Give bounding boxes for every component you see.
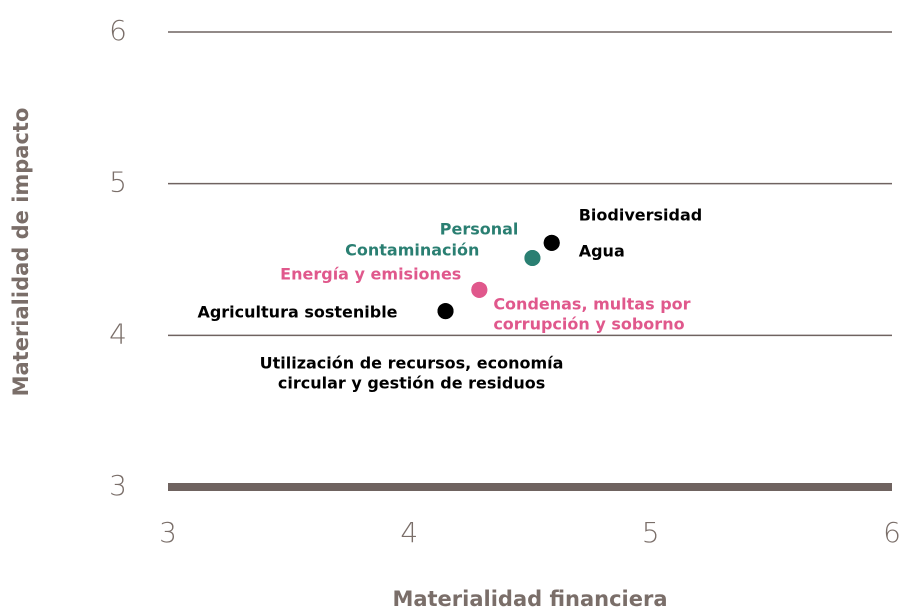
y-tick-label: 3 — [109, 469, 127, 502]
y-tick-label: 6 — [109, 14, 127, 47]
y-tick-label: 4 — [109, 317, 127, 350]
point-label: Agricultura sostenible — [197, 303, 397, 322]
x-tick-label: 3 — [159, 516, 177, 549]
point — [471, 281, 488, 298]
point-label: Utilización de recursos, economía — [260, 354, 564, 373]
point-label: Personal — [440, 219, 519, 238]
point — [543, 234, 560, 251]
point-label: circular y gestión de residuos — [278, 374, 545, 393]
point-label: Condenas, multas por — [493, 294, 690, 313]
x-tick-label: 4 — [400, 516, 418, 549]
point-label: Energía y emisiones — [280, 264, 461, 283]
point-label: Agua — [579, 241, 625, 260]
point-label: corrupción y soborno — [493, 314, 684, 333]
point — [437, 303, 454, 320]
y-axis-label: Materialidad de impacto — [9, 108, 33, 397]
x-tick-label: 6 — [883, 516, 901, 549]
point — [524, 249, 541, 266]
x-axis-label: Materialidad financiera — [392, 587, 667, 611]
point-label: Contaminación — [345, 240, 479, 259]
y-tick-label: 5 — [109, 166, 127, 199]
x-tick-label: 5 — [642, 516, 660, 549]
point-label: Biodiversidad — [579, 205, 703, 224]
